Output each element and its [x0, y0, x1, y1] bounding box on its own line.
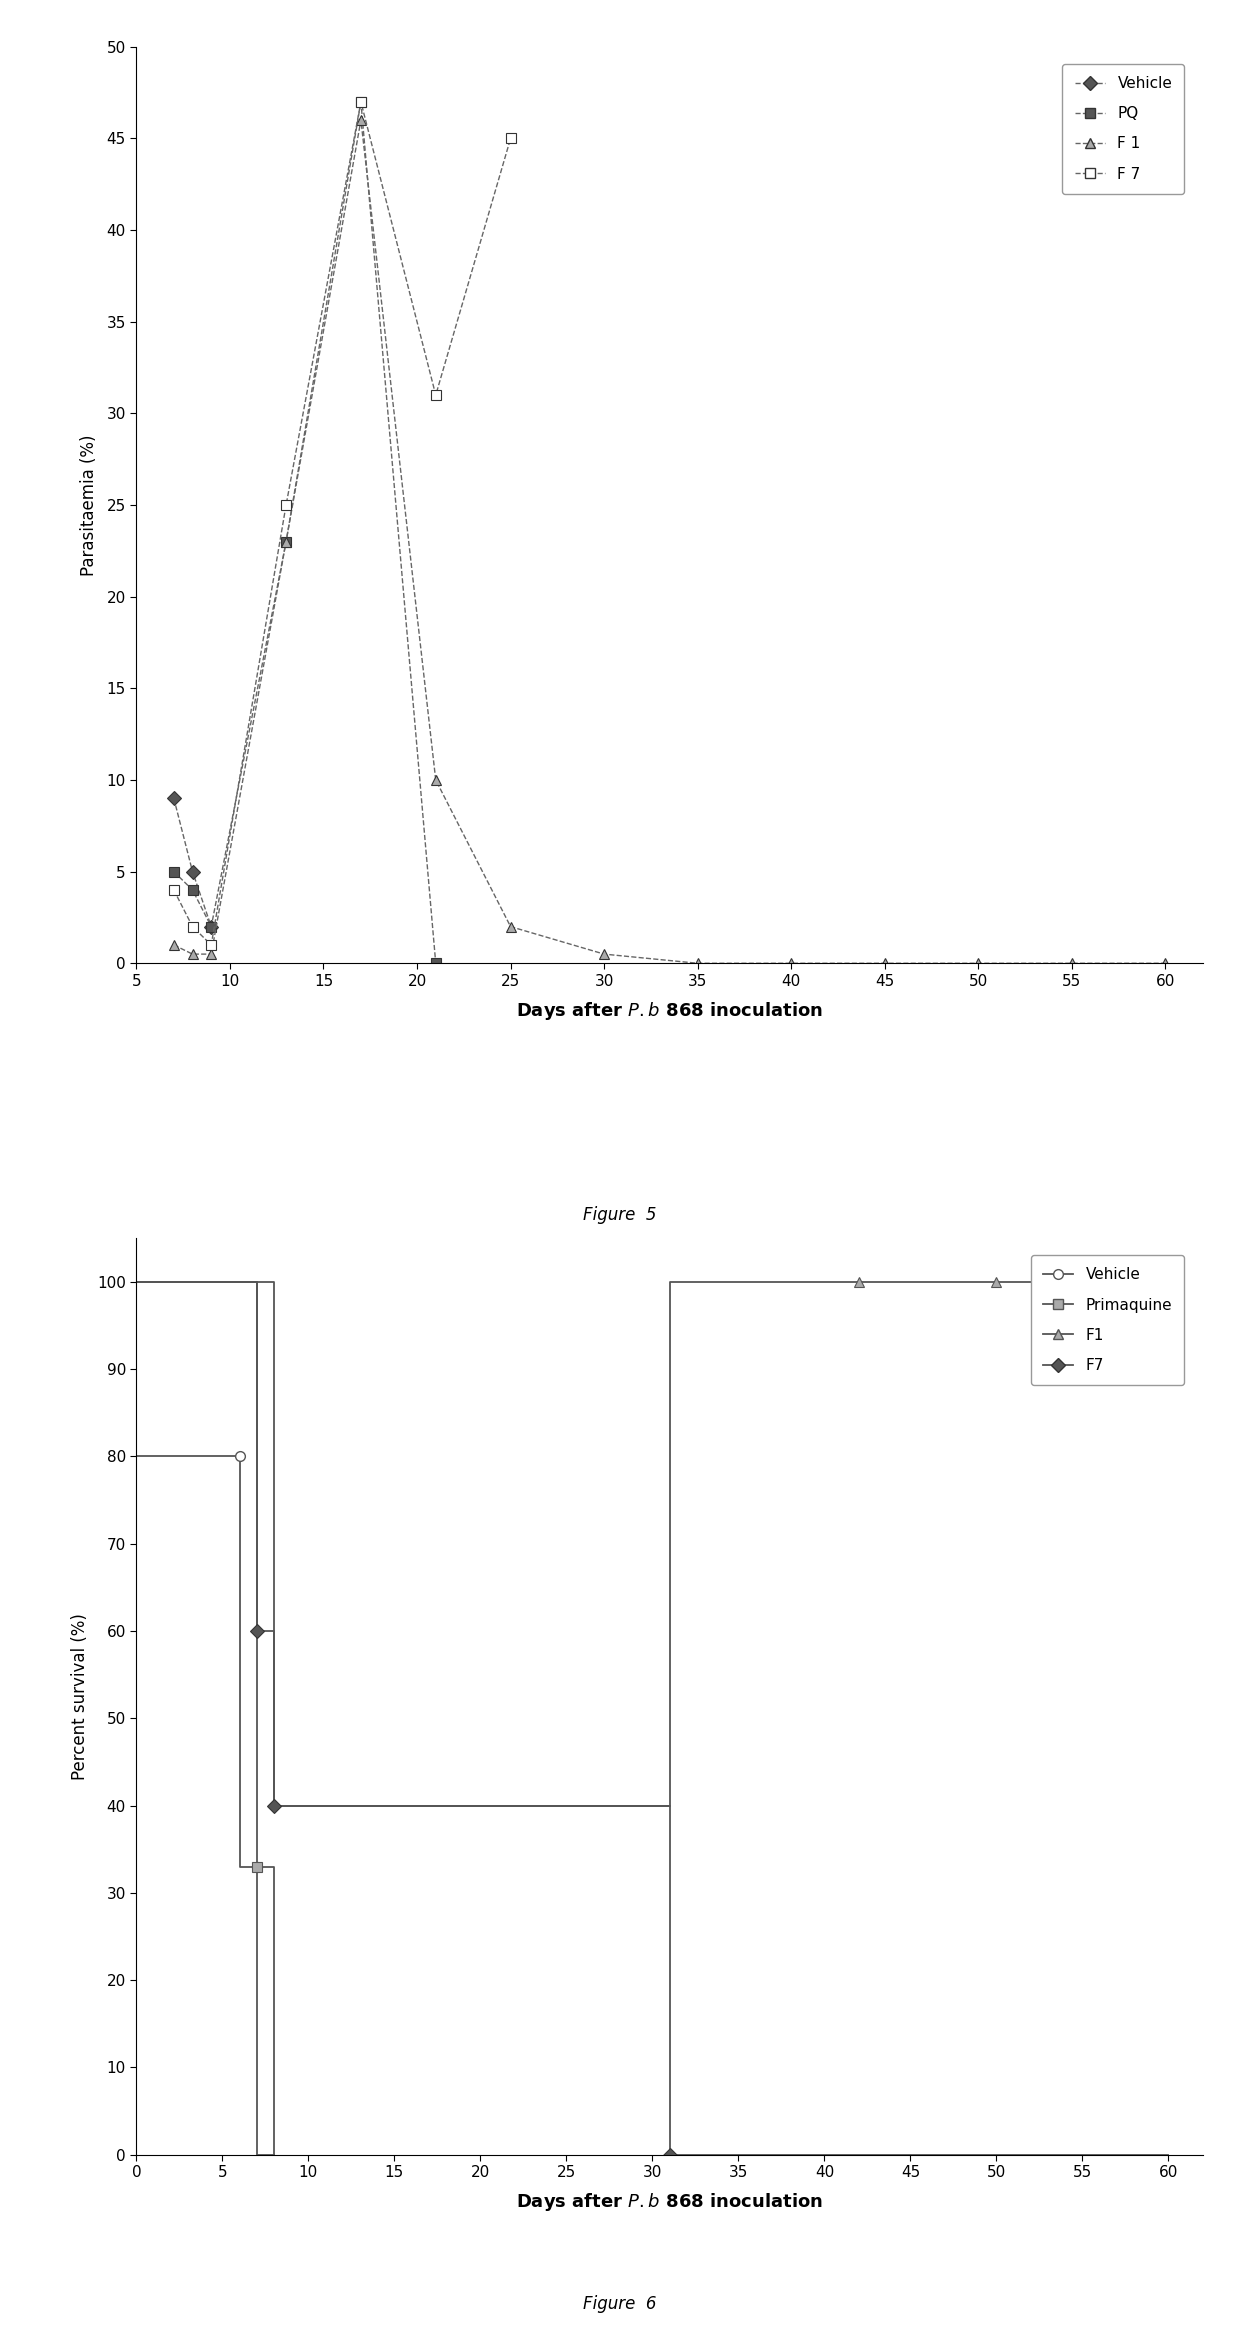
X-axis label: Days after $\mathit{P.b}$ 868 inoculation: Days after $\mathit{P.b}$ 868 inoculatio… [516, 2192, 823, 2213]
F 1 [203, 939, 218, 967]
PQ [203, 913, 218, 941]
PQ [279, 527, 294, 555]
Y-axis label: Parasitaemia (%): Parasitaemia (%) [81, 433, 98, 576]
Legend: Vehicle, Primaquine, F1, F7: Vehicle, Primaquine, F1, F7 [1030, 1255, 1184, 1384]
PQ [185, 876, 200, 904]
F 1 [185, 939, 200, 967]
PQ [353, 87, 368, 115]
F 1 [784, 949, 799, 977]
Legend: Vehicle, PQ, F 1, F 7: Vehicle, PQ, F 1, F 7 [1063, 63, 1184, 194]
Line: F 7: F 7 [169, 96, 516, 951]
F 1 [691, 949, 706, 977]
X-axis label: Days after $\mathit{P.b}$ 868 inoculation: Days after $\mathit{P.b}$ 868 inoculatio… [516, 1000, 823, 1021]
Line: Vehicle: Vehicle [169, 794, 216, 932]
F 7 [185, 913, 200, 941]
F 1 [596, 939, 611, 967]
F 7 [353, 87, 368, 115]
F 1 [1064, 949, 1079, 977]
F 1 [503, 913, 518, 941]
Vehicle [185, 857, 200, 885]
F 7 [203, 930, 218, 958]
F 7 [279, 492, 294, 520]
PQ [166, 857, 181, 885]
Y-axis label: Percent survival (%): Percent survival (%) [71, 1614, 89, 1780]
F 1 [971, 949, 986, 977]
Line: F 1: F 1 [169, 115, 1171, 967]
PQ [428, 949, 443, 977]
F 1 [353, 105, 368, 133]
F 1 [878, 949, 893, 977]
Text: Figure  6: Figure 6 [583, 2295, 657, 2314]
Vehicle [203, 913, 218, 941]
F 1 [166, 930, 181, 958]
F 1 [279, 527, 294, 555]
F 7 [503, 124, 518, 152]
F 1 [428, 766, 443, 794]
Vehicle [166, 785, 181, 813]
F 1 [1158, 949, 1173, 977]
Line: PQ: PQ [169, 96, 440, 967]
Text: Figure  5: Figure 5 [583, 1206, 657, 1225]
F 7 [166, 876, 181, 904]
F 7 [428, 382, 443, 410]
